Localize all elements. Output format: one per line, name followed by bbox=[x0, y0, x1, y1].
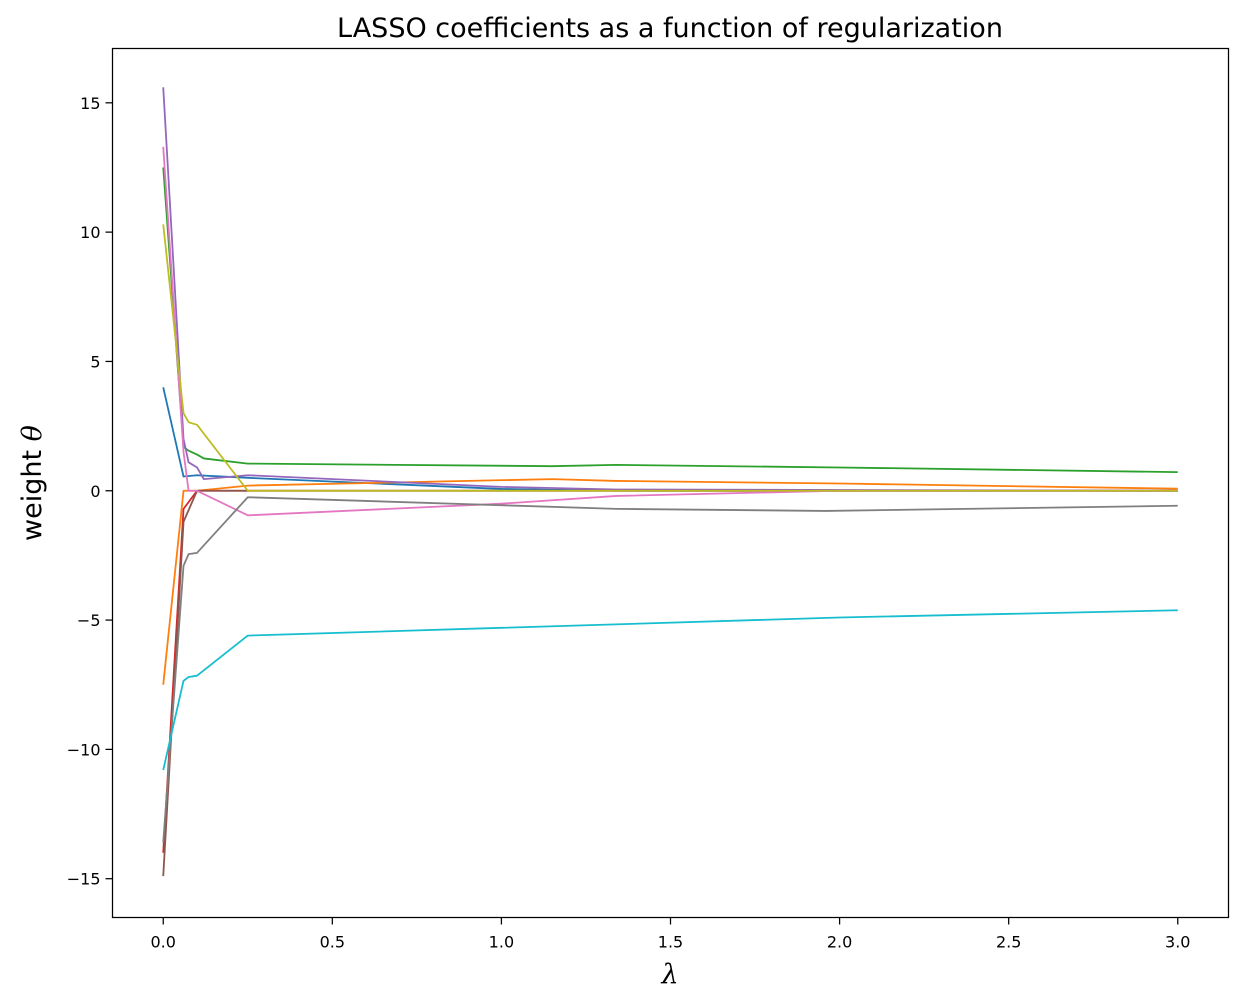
y-axis-label-symbol: θ bbox=[17, 425, 48, 441]
x-axis-ticks: 0.0 0.5 1.0 1.5 2.0 2.5 3.0 bbox=[151, 917, 1190, 952]
series-layer bbox=[162, 87, 1178, 877]
x-axis-label: λ bbox=[660, 959, 678, 990]
y-axis-label-text: weight bbox=[17, 441, 48, 541]
series-line-8 bbox=[162, 496, 1178, 843]
chart-title: LASSO coefficients as a function of regu… bbox=[337, 13, 1003, 44]
y-axis-label: weight θ bbox=[17, 425, 48, 541]
plot-area-frame bbox=[111, 47, 1230, 919]
x-tick-label-6: 3.0 bbox=[1165, 933, 1190, 952]
y-tick-label-4: −5 bbox=[77, 611, 101, 630]
series-line-6 bbox=[162, 489, 1178, 877]
x-tick-label-2: 1.0 bbox=[489, 933, 514, 952]
x-tick-label-4: 2.0 bbox=[827, 933, 852, 952]
x-tick-label-5: 2.5 bbox=[996, 933, 1021, 952]
x-tick-label-1: 0.5 bbox=[320, 933, 345, 952]
series-line-1 bbox=[162, 387, 1178, 492]
y-axis-ticks: 15 10 5 0 −5 −10 −15 bbox=[67, 94, 113, 889]
y-tick-label-3: 0 bbox=[90, 482, 100, 501]
x-tick-label-0: 0.0 bbox=[151, 933, 176, 952]
y-tick-label-2: 5 bbox=[90, 352, 100, 371]
y-tick-label-0: 15 bbox=[80, 94, 100, 113]
x-tick-label-3: 1.5 bbox=[658, 933, 683, 952]
series-line-3 bbox=[162, 167, 1178, 474]
series-line-4 bbox=[162, 489, 1178, 853]
y-tick-label-6: −15 bbox=[67, 870, 101, 889]
series-line-9 bbox=[162, 224, 1178, 492]
y-tick-label-5: −10 bbox=[67, 740, 101, 759]
series-line-10 bbox=[162, 609, 1178, 771]
series-line-7 bbox=[162, 146, 1178, 517]
y-tick-label-1: 10 bbox=[80, 223, 100, 242]
series-line-5 bbox=[162, 87, 1178, 492]
